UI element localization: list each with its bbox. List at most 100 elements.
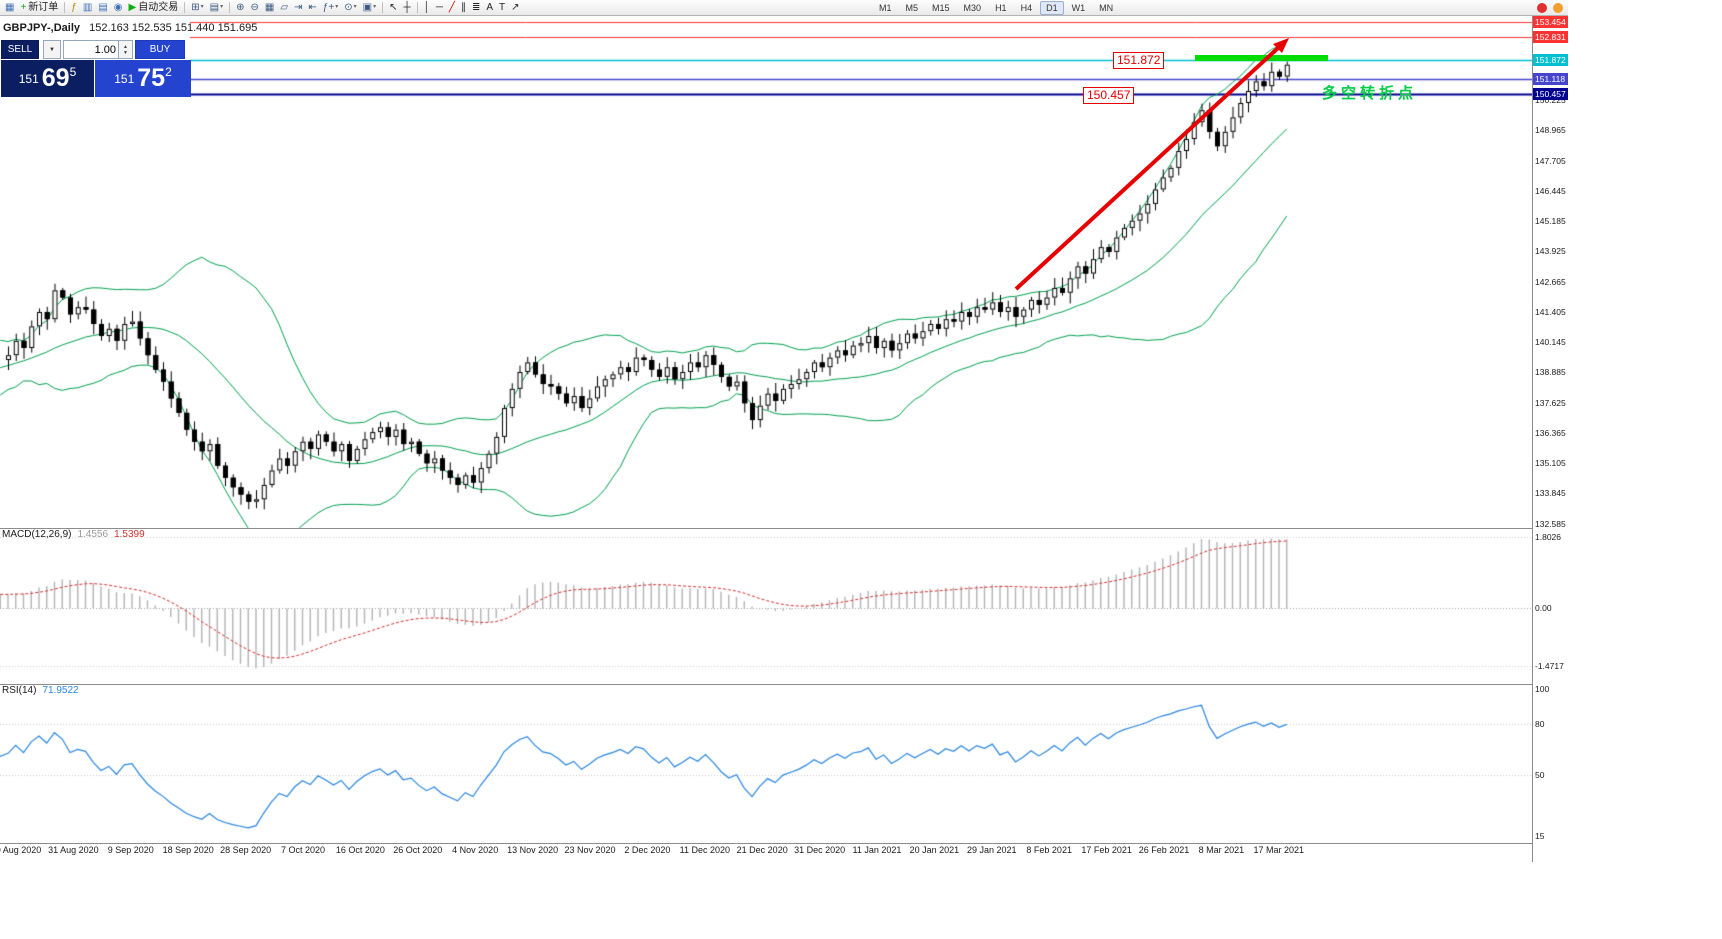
- date-axis-label: 31 Aug 2020: [48, 845, 99, 855]
- rsi-axis-label: 80: [1535, 718, 1545, 729]
- price-level-tag: 153.454: [1533, 16, 1568, 29]
- ask-price[interactable]: 151 75 2: [95, 60, 191, 97]
- ohlc-values: 152.163 152.535 151.440 151.695: [89, 22, 258, 34]
- auto-trading-button[interactable]: ▶ 自动交易: [128, 2, 179, 13]
- volume-input[interactable]: [64, 41, 118, 58]
- price-axis[interactable]: 150.225148.965147.705146.445145.185143.9…: [1533, 16, 1568, 862]
- price-level-tag: 152.831: [1533, 31, 1568, 44]
- price-axis-label: 138.885: [1535, 367, 1566, 378]
- symbol-name: GBPJPY-,Daily: [3, 22, 81, 34]
- cursor-icon[interactable]: ↖: [389, 2, 398, 13]
- chart-shift-icon[interactable]: ⇤: [308, 2, 317, 13]
- sell-button[interactable]: SELL: [1, 40, 39, 59]
- rsi-axis-label: 100: [1535, 684, 1550, 694]
- rsi-indicator-label: RSI(14) 71.9522: [2, 685, 79, 696]
- toolbar-separator: [229, 2, 231, 13]
- toolbar-separator: [184, 2, 186, 13]
- bid-price[interactable]: 151 69 5: [1, 60, 94, 97]
- zoom-in-icon[interactable]: ⊕: [236, 2, 245, 13]
- date-axis-label: 26 Feb 2021: [1138, 845, 1190, 855]
- price-level-tag: 151.118: [1533, 72, 1568, 85]
- navigator-icon[interactable]: ▤: [98, 2, 108, 13]
- periods-icon[interactable]: ⊙ ▾: [344, 2, 357, 13]
- fibonacci-icon[interactable]: ≣: [471, 2, 481, 13]
- channel-icon[interactable]: ∥: [460, 2, 466, 13]
- cascade-windows-icon[interactable]: ▱: [280, 2, 289, 13]
- arrows-icon[interactable]: ↗: [511, 2, 520, 13]
- price-level-tag: 151.872: [1533, 54, 1568, 67]
- price-axis-label: 145.185: [1535, 216, 1566, 227]
- timeframe-w1-button[interactable]: W1: [1071, 3, 1086, 13]
- new-chart-icon[interactable]: ⊞ ▾: [191, 2, 204, 13]
- date-axis-label: 23 Nov 2020: [564, 845, 616, 855]
- templates-icon[interactable]: ▣ ▾: [362, 2, 377, 13]
- resistance-price-callout[interactable]: 151.872: [1113, 52, 1165, 69]
- date-axis-label: 8 Mar 2021: [1198, 845, 1245, 855]
- text-icon[interactable]: A: [486, 2, 494, 13]
- terminal-icon[interactable]: ◉: [113, 2, 123, 13]
- macd-panel-splitter[interactable]: [0, 528, 1568, 529]
- date-axis-label: 13 Nov 2020: [507, 845, 559, 855]
- expert-advisors-icon[interactable]: ƒ: [71, 2, 77, 13]
- date-axis-label: 21 Dec 2020: [736, 845, 788, 855]
- price-chart-canvas[interactable]: [0, 0, 1532, 862]
- horizontal-line-icon[interactable]: ─: [435, 2, 443, 13]
- crosshair-icon[interactable]: ┼: [403, 2, 411, 13]
- timeframe-d1-button[interactable]: D1: [1040, 1, 1064, 15]
- price-axis-label: 142.665: [1535, 276, 1566, 287]
- price-axis-label: 143.925: [1535, 246, 1566, 257]
- timeframe-mn-button[interactable]: MN: [1099, 3, 1114, 13]
- date-axis-label: 9 Sep 2020: [107, 845, 154, 855]
- toolbar-separator: [416, 2, 418, 13]
- date-axis-label: 29 Jan 2021: [967, 845, 1017, 855]
- profiles-icon[interactable]: ▤ ▾: [209, 2, 224, 13]
- date-axis-separator: [0, 843, 1568, 844]
- price-axis-label: 136.365: [1535, 427, 1566, 438]
- tile-windows-icon[interactable]: ▦: [264, 2, 275, 13]
- new-order-button[interactable]: + 新订单: [20, 2, 59, 13]
- mt4-window: ▦ + 新订单 ƒ ▥ ▤ ◉ ▶ 自动交易 ⊞ ▾ ▤ ▾ ⊕ ⊖ ▦ ▱ ⇥ ⇤ ƒ+ ▾ ⊙ ▾ ▣ ▾ ↖ ┼ │ ─ ╱ ∥ ≣ A T…: [0, 0, 1568, 862]
- price-level-tag: 150.457: [1533, 88, 1568, 101]
- trendline-icon[interactable]: ╱: [448, 2, 455, 13]
- toolbar: ▦ + 新订单 ƒ ▥ ▤ ◉ ▶ 自动交易 ⊞ ▾ ▤ ▾ ⊕ ⊖ ▦ ▱ ⇥ ⇤ ƒ+ ▾ ⊙ ▾ ▣ ▾ ↖ ┼ │ ─ ╱ ∥ ≣ A T…: [0, 0, 1568, 16]
- chart-window-icon[interactable]: ▦: [5, 2, 15, 13]
- rsi-panel-splitter[interactable]: [0, 684, 1568, 685]
- macd-axis-label: 0.00: [1535, 603, 1552, 613]
- date-axis[interactable]: 20 Aug 2020 31 Aug 2020 9 Sep 2020 18 Sep 2…: [0, 845, 1532, 861]
- date-axis-label: 11 Dec 2020: [679, 845, 730, 855]
- indicators-icon[interactable]: ƒ+ ▾: [322, 2, 339, 13]
- volume-stepper[interactable]: ▲ ▼: [118, 41, 132, 58]
- timeframe-m30-button[interactable]: M30: [963, 3, 982, 13]
- vertical-line-icon[interactable]: │: [423, 2, 430, 13]
- timeframe-h4-button[interactable]: H4: [1020, 3, 1033, 13]
- resistance-zone-line[interactable]: [1195, 55, 1328, 61]
- support-price-callout[interactable]: 150.457: [1083, 87, 1135, 104]
- price-axis-label: 148.965: [1535, 125, 1566, 136]
- market-watch-icon[interactable]: ▥: [82, 2, 93, 13]
- price-axis-label: 141.405: [1535, 306, 1566, 317]
- rsi-axis-label: 50: [1535, 770, 1545, 781]
- chart-ohlc-header: GBPJPY-,Daily 152.163 152.535 151.440 15…: [3, 22, 257, 34]
- date-axis-label: 26 Oct 2020: [393, 845, 443, 855]
- price-axis-label: 146.445: [1535, 185, 1566, 196]
- order-options-dropdown[interactable]: ▼: [43, 40, 61, 59]
- timeframe-m5-button[interactable]: M5: [905, 3, 919, 13]
- timeframe-h1-button[interactable]: H1: [995, 3, 1007, 13]
- toolbar-separator: [64, 2, 66, 13]
- timeframe-m1-button[interactable]: M1: [879, 3, 892, 13]
- turning-point-note[interactable]: 多空转折点: [1322, 85, 1418, 102]
- date-axis-label: 7 Oct 2020: [280, 845, 326, 855]
- price-axis-label: 132.585: [1535, 518, 1566, 529]
- zoom-out-icon[interactable]: ⊖: [250, 2, 259, 13]
- date-axis-label: 4 Nov 2020: [452, 845, 499, 855]
- price-axis-label: 137.625: [1535, 397, 1566, 408]
- buy-button[interactable]: BUY: [135, 40, 185, 59]
- price-axis-border: [1532, 16, 1533, 862]
- date-axis-label: 20 Aug 2020: [0, 845, 42, 855]
- auto-scroll-icon[interactable]: ⇥: [294, 2, 303, 13]
- rsi-axis-label: 15: [1535, 830, 1545, 841]
- label-icon[interactable]: T: [499, 2, 506, 13]
- date-axis-label: 31 Dec 2020: [794, 845, 846, 855]
- timeframe-m15-button[interactable]: M15: [932, 3, 950, 13]
